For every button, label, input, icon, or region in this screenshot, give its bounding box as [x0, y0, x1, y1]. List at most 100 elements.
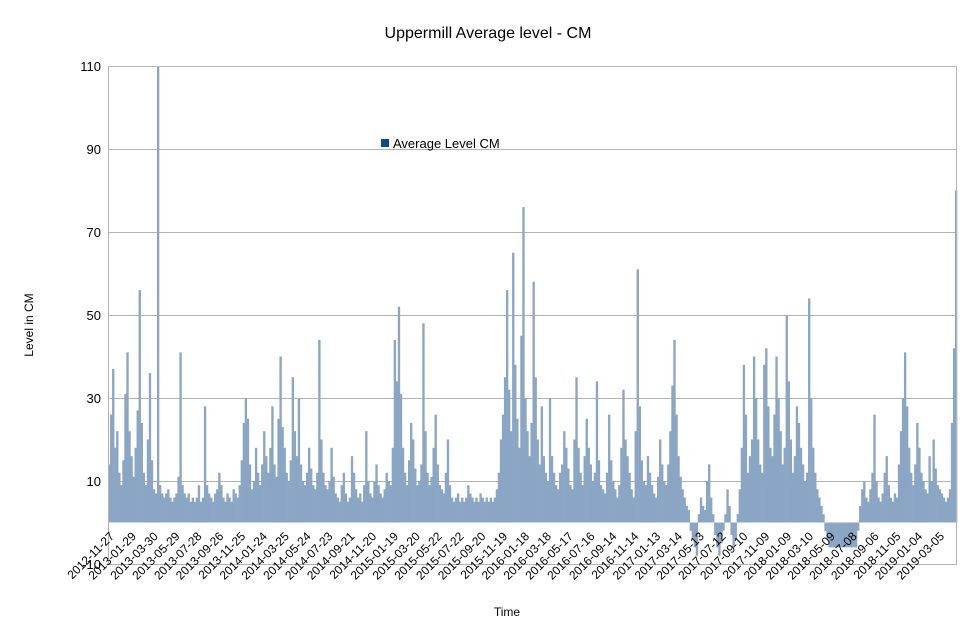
- y-tick-label: 90: [87, 142, 101, 157]
- data-point: [891, 501, 895, 523]
- data-point: [781, 464, 784, 523]
- data-point: [544, 472, 548, 523]
- data-point: [244, 398, 248, 523]
- data-point: [467, 485, 470, 523]
- data-point: [273, 464, 276, 523]
- data-point: [124, 393, 127, 523]
- data-point: [275, 476, 278, 523]
- data-point: [481, 497, 484, 523]
- data-point: [912, 485, 915, 523]
- data-point: [865, 497, 868, 523]
- chart-title: Uppermill Average level - CM: [385, 25, 592, 42]
- data-point: [350, 456, 354, 523]
- data-point: [356, 497, 360, 523]
- data-point: [140, 422, 143, 523]
- data-point: [508, 389, 511, 523]
- data-point: [154, 493, 158, 523]
- data-point: [130, 456, 133, 523]
- data-point: [256, 472, 260, 523]
- data-point: [685, 505, 688, 523]
- data-point: [901, 398, 905, 523]
- data-point: [312, 485, 315, 523]
- data-point: [183, 493, 186, 523]
- data-point: [448, 485, 452, 523]
- data-point: [659, 439, 662, 523]
- data-point: [185, 497, 188, 523]
- data-point: [316, 472, 319, 523]
- data-point: [581, 485, 584, 523]
- data-point: [224, 501, 227, 523]
- data-point: [591, 481, 595, 523]
- data-point: [857, 522, 860, 531]
- data-point: [473, 501, 476, 523]
- data-point: [871, 472, 874, 523]
- data-point: [824, 522, 827, 531]
- data-point: [293, 431, 297, 523]
- data-point: [540, 406, 543, 523]
- data-point: [307, 447, 311, 523]
- data-point: [575, 377, 578, 523]
- data-point: [338, 501, 341, 523]
- y-axis-label: Level in CM: [22, 293, 36, 356]
- data-point: [522, 207, 525, 523]
- data-point: [381, 497, 384, 523]
- data-point: [267, 472, 270, 523]
- data-point: [171, 501, 174, 523]
- data-point: [516, 418, 519, 523]
- data-point: [744, 414, 748, 523]
- data-point: [583, 456, 586, 523]
- plot-frame: [108, 66, 957, 565]
- data-point: [879, 501, 882, 523]
- data-point: [705, 481, 709, 523]
- data-point: [636, 269, 639, 523]
- data-point: [499, 439, 503, 523]
- data-point: [942, 497, 946, 523]
- data-point: [354, 489, 358, 523]
- data-point: [367, 481, 370, 523]
- x-axis-label: Time: [494, 605, 521, 619]
- data-point: [903, 352, 907, 523]
- y-tick-label: 70: [87, 225, 101, 240]
- data-point: [191, 497, 194, 523]
- data-point: [710, 497, 713, 523]
- data-point: [810, 398, 813, 523]
- data-point: [681, 489, 684, 523]
- data-point: [887, 485, 890, 523]
- data-point: [165, 493, 168, 523]
- data-point: [495, 489, 499, 523]
- data-point: [699, 497, 703, 523]
- data-point: [683, 497, 686, 523]
- data-point: [556, 489, 560, 523]
- data-point: [695, 522, 699, 556]
- data-point: [385, 472, 388, 523]
- data-point: [440, 489, 443, 523]
- data-point: [950, 422, 954, 523]
- data-point: [914, 464, 917, 523]
- data-point: [597, 460, 601, 523]
- data-point: [734, 522, 737, 540]
- data-point: [418, 481, 421, 523]
- data-point: [252, 481, 256, 523]
- data-point: [775, 356, 778, 523]
- data-point: [881, 493, 884, 523]
- data-point: [922, 481, 925, 523]
- data-point: [518, 447, 521, 523]
- data-point: [836, 522, 839, 548]
- data-point: [765, 348, 768, 523]
- data-point: [205, 485, 209, 523]
- data-point: [834, 522, 837, 548]
- data-point: [138, 290, 141, 523]
- data-point: [303, 485, 307, 523]
- data-point: [708, 464, 711, 523]
- data-point: [187, 493, 190, 523]
- data-point: [828, 522, 831, 548]
- data-point: [218, 472, 221, 523]
- data-point: [638, 406, 641, 523]
- data-point: [401, 447, 405, 523]
- data-point: [230, 501, 233, 523]
- data-point: [648, 472, 652, 523]
- data-point: [720, 522, 723, 544]
- data-point: [928, 456, 931, 523]
- data-point: [195, 497, 199, 523]
- data-point: [920, 472, 923, 523]
